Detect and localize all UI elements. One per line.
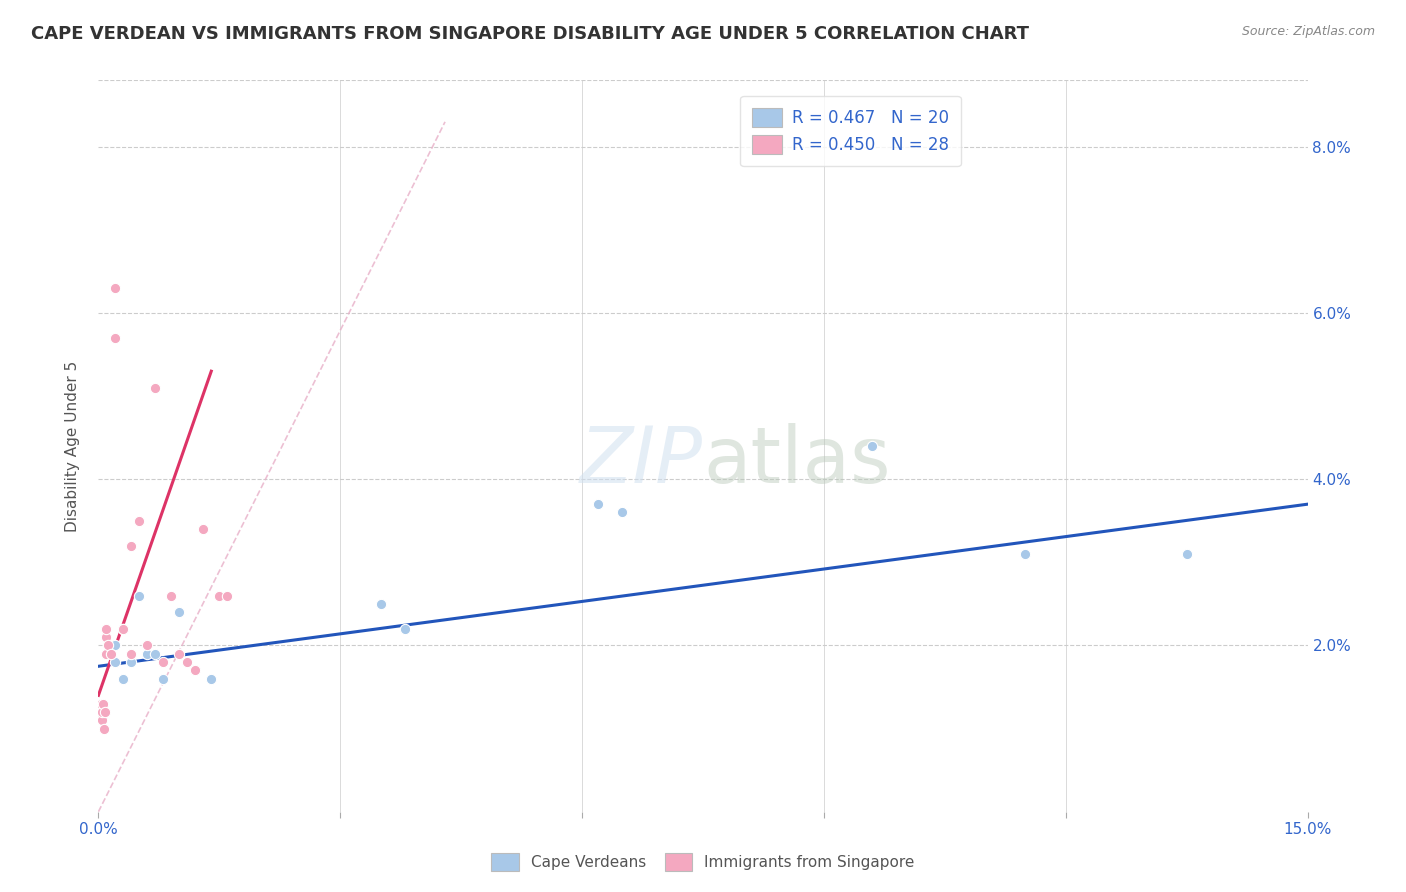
Point (120, 655, 142, 669)
Point (167, 605, 190, 619)
Point (96, 647, 118, 661)
Point (860, 439, 883, 453)
Point (111, 622, 134, 636)
Point (152, 655, 174, 669)
Point (120, 539, 142, 553)
Point (128, 514, 150, 528)
Legend: R = 0.467   N = 20, R = 0.450   N = 28: R = 0.467 N = 20, R = 0.450 N = 28 (741, 96, 960, 166)
Point (167, 647, 190, 661)
Text: atlas: atlas (703, 423, 890, 499)
Point (612, 506, 634, 520)
Point (394, 622, 416, 636)
Point (96, 647, 118, 661)
Point (184, 664, 207, 678)
Point (143, 381, 166, 395)
Point (103, 281, 125, 295)
Point (90, 697, 112, 711)
Y-axis label: Disability Age Under 5: Disability Age Under 5 (65, 360, 80, 532)
Point (135, 639, 157, 653)
Text: ZIP: ZIP (581, 423, 703, 499)
Legend: Cape Verdeans, Immigrants from Singapore: Cape Verdeans, Immigrants from Singapore (485, 847, 921, 877)
Point (103, 639, 125, 653)
Point (1175, 547, 1198, 561)
Point (91, 697, 114, 711)
Point (193, 522, 215, 536)
Point (208, 589, 231, 603)
Point (97, 639, 120, 653)
Point (128, 589, 150, 603)
Point (93, 722, 115, 736)
Point (90, 714, 112, 728)
Point (1014, 547, 1036, 561)
Point (91, 705, 114, 719)
Point (370, 597, 392, 611)
Point (152, 672, 174, 686)
Point (100, 647, 122, 661)
Point (143, 647, 166, 661)
Point (160, 589, 183, 603)
Point (103, 655, 125, 669)
Point (217, 589, 239, 603)
Point (111, 622, 134, 636)
Point (111, 672, 134, 686)
Point (135, 647, 157, 661)
Point (103, 331, 125, 345)
Point (89, 705, 111, 719)
Point (120, 647, 142, 661)
Point (96, 630, 118, 644)
Text: CAPE VERDEAN VS IMMIGRANTS FROM SINGAPORE DISABILITY AGE UNDER 5 CORRELATION CHA: CAPE VERDEAN VS IMMIGRANTS FROM SINGAPOR… (31, 25, 1029, 43)
Point (94, 705, 117, 719)
Point (586, 497, 609, 511)
Point (184, 664, 207, 678)
Point (200, 672, 222, 686)
Point (176, 655, 198, 669)
Point (96, 622, 118, 636)
Text: Source: ZipAtlas.com: Source: ZipAtlas.com (1241, 25, 1375, 38)
